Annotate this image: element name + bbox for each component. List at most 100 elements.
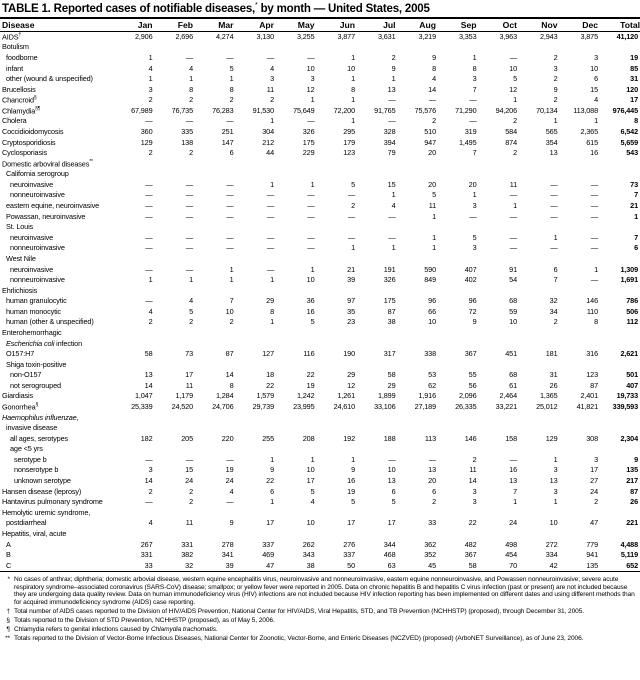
month-cell-jul: 13 [387, 476, 396, 486]
column-header-dec: Dec [582, 20, 598, 30]
month-cell-mar: 341 [221, 550, 234, 560]
month-cell-jan: 182 [140, 433, 153, 443]
month-cell-sep: 367 [464, 349, 477, 359]
month-cell-jul: 38 [387, 317, 396, 327]
row-label: neuroinvasive [0, 180, 112, 189]
table-row: Powassan, neuroinvasive — — — — — — — 1 — — — — 1 [0, 211, 640, 222]
month-cell-dec: — [590, 275, 598, 285]
column-header-jan: Jan [137, 20, 153, 30]
month-cell-oct: 59 [509, 306, 517, 316]
column-header-jul: Jul [383, 20, 396, 30]
month-cell-nov: 1 [553, 116, 558, 126]
row-label: Escherichia coli infection [0, 339, 112, 348]
footnote-mark: §¶ [35, 105, 41, 112]
month-cell-nov: 9 [553, 84, 558, 94]
label-text: age <5 yrs [10, 444, 43, 454]
label-text: neuroinvasive [10, 264, 54, 274]
month-cell-dec: 47 [590, 518, 598, 528]
total-cell: 8 [634, 116, 638, 126]
month-cell-jan: 25,339 [131, 402, 153, 412]
table-row: postdiarrheal 4 11 9 17 10 17 17 33 22 24 10 47 221 [0, 518, 640, 529]
month-cell-jun: 1,261 [337, 391, 355, 401]
month-cell-jun: 23 [347, 317, 355, 327]
month-cell-apr: 22 [266, 380, 274, 390]
footnotes: * No cases of anthrax; diphtheria; domest… [0, 576, 640, 644]
row-label: serotype b [0, 455, 112, 464]
month-cell-jun: 1 [351, 95, 355, 105]
row-label: all ages, serotypes [0, 434, 112, 443]
table-row: human monocytic 4 5 10 8 16 35 87 66 72 59 34 110 506 [0, 306, 640, 317]
month-cell-feb: 11 [185, 518, 193, 528]
month-cell-jun: 276 [343, 539, 355, 549]
table-row: St. Louis [0, 221, 640, 232]
total-cell: 41,120 [616, 31, 639, 41]
footnote-text-part: Total number of AIDS cases reported to t… [14, 607, 585, 615]
row-label: foodborne [0, 53, 112, 62]
total-cell: 5,659 [620, 137, 638, 147]
label-text: human granulocytic [6, 296, 67, 306]
month-cell-sep: 7 [472, 84, 477, 94]
month-cell-sep: 55 [468, 370, 477, 380]
label-text: eastern equine, neuroinvasive [6, 201, 100, 211]
month-cell-may: 10 [306, 275, 315, 285]
month-cell-feb: 32 [185, 560, 193, 570]
label-text: nonneuroinvasive [10, 190, 65, 200]
month-cell-jun: 3,877 [337, 31, 355, 41]
month-cell-aug: — [428, 95, 436, 105]
table-row: foodborne 1 — — — — 1 2 9 1 — 2 3 19 [0, 52, 640, 63]
month-cell-jan: — [145, 201, 153, 211]
month-cell-apr: 469 [262, 550, 274, 560]
footnote: ** Totals reported to the Division of Vec… [0, 635, 640, 643]
month-cell-sep: 2,096 [458, 391, 477, 401]
month-cell-jul: 87 [387, 306, 396, 316]
month-cell-oct: — [509, 190, 517, 200]
table-row: infant 4 4 5 4 10 10 9 8 8 10 3 10 85 [0, 63, 640, 74]
row-label: nonneuroinvasive [0, 190, 112, 199]
month-cell-oct: — [509, 243, 517, 253]
month-cell-sep: 482 [464, 539, 477, 549]
month-cell-may: 36 [306, 296, 315, 306]
month-cell-feb: 15 [185, 465, 193, 475]
label-text: Cholera [2, 116, 27, 126]
month-cell-aug: 5 [432, 190, 436, 200]
month-cell-dec: 27 [590, 476, 598, 486]
month-cell-apr: — [266, 243, 274, 253]
label-text: Hansen disease (leprosy) [2, 486, 82, 496]
month-cell-sep: 9 [472, 317, 477, 327]
month-cell-mar: — [226, 116, 234, 126]
label-text: Gonorrhea [2, 402, 36, 412]
month-cell-aug: 947 [424, 137, 436, 147]
month-cell-dec: 4 [594, 95, 598, 105]
month-cell-jul: 2 [391, 52, 396, 62]
label-text: Giardiasis [2, 391, 33, 401]
total-cell: 7 [634, 190, 638, 200]
total-cell: 6,542 [620, 126, 638, 136]
row-label: Haemophilus influenzae, [0, 413, 112, 422]
month-cell-mar: 24 [225, 476, 234, 486]
month-cell-apr: 18 [266, 370, 274, 380]
month-cell-sep: 146 [464, 433, 477, 443]
month-cell-jul: 5 [391, 497, 396, 507]
month-cell-jul: 10 [387, 465, 396, 475]
month-cell-jul: 15 [387, 179, 396, 189]
month-cell-jun: 8 [351, 84, 355, 94]
month-cell-nov: 6 [553, 264, 558, 274]
month-cell-jul: 175 [383, 296, 396, 306]
month-cell-jun: 39 [347, 275, 355, 285]
month-cell-nov: 1,365 [539, 391, 558, 401]
month-cell-jul: — [388, 211, 396, 221]
row-label: Brucellosis [0, 85, 112, 94]
month-cell-aug: 75,576 [414, 105, 437, 115]
month-cell-mar: 1,284 [215, 391, 234, 401]
month-cell-jul: 394 [383, 137, 396, 147]
row-label: Shiga toxin-positive [0, 360, 112, 369]
footnote: § Totals reported to the Division of STD … [0, 617, 640, 625]
table-row: neuroinvasive — — 1 — 1 21 191 590 407 91 6 1 1,309 [0, 264, 640, 275]
month-cell-dec: 1 [594, 116, 598, 126]
table-row: O157:H7 58 73 87 127 116 190 317 338 367 451 181 316… [0, 348, 640, 359]
month-cell-feb: — [185, 190, 193, 200]
footnote-text-part: Chlamydia refers to genital infections c… [14, 626, 151, 634]
month-cell-dec: 16 [590, 148, 598, 158]
month-cell-may: — [307, 190, 315, 200]
month-cell-may: — [307, 232, 315, 242]
